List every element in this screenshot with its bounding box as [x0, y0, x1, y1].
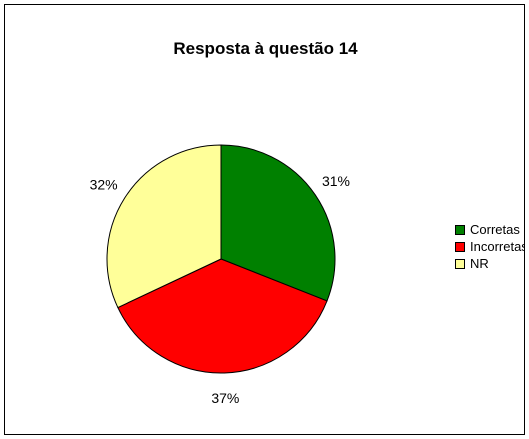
- legend-item-incorretas: Incorretas: [455, 238, 525, 255]
- legend-swatch: [455, 258, 465, 269]
- pie-slice-nr: [106, 144, 222, 309]
- legend-item-corretas: Corretas: [455, 221, 524, 238]
- legend-swatch: [455, 224, 465, 235]
- legend-swatch: [455, 241, 465, 252]
- legend: Corretas Incorretas NR: [455, 221, 525, 272]
- pie-slice-corretas: [220, 144, 336, 302]
- data-label-incorretas: 37%: [211, 390, 239, 406]
- pie-plot: 31% 37% 32%: [90, 144, 350, 406]
- legend-label: Corretas: [470, 222, 520, 237]
- pie-slices: [106, 144, 336, 374]
- data-label-nr: 32%: [90, 177, 118, 193]
- chart-title: Resposta à questão 14: [173, 39, 358, 58]
- pie-slice-incorretas: [117, 258, 328, 374]
- legend-item-nr: NR: [455, 255, 524, 272]
- pie-data-labels: 31% 37% 32%: [90, 173, 350, 406]
- chart-area: Resposta à questão 14 31% 37% 32% Corretas…: [4, 4, 525, 435]
- legend-label: Incorretas: [470, 239, 525, 254]
- legend-label: NR: [470, 256, 489, 271]
- data-label-corretas: 31%: [322, 173, 350, 189]
